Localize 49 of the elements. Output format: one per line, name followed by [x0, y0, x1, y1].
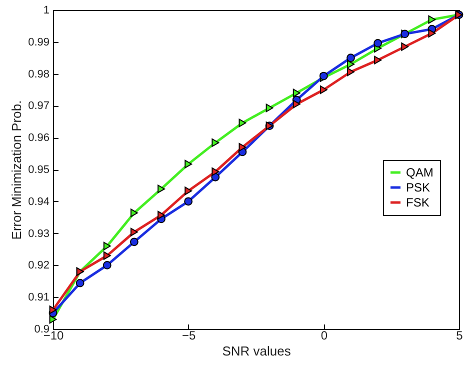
- point: [374, 38, 382, 48]
- point: [346, 54, 355, 62]
- y-tick-label: 0.97: [28, 100, 50, 112]
- point: [428, 29, 436, 38]
- y-tick-label: 0.92: [28, 260, 50, 272]
- y-tick-label: 0.95: [28, 164, 50, 176]
- y-tick-label: 0.96: [28, 132, 50, 144]
- y-axis-title: Error Minimization Prob.: [9, 100, 24, 240]
- point: [266, 104, 274, 112]
- point: [212, 138, 220, 147]
- x-tick-label: 5: [456, 328, 464, 342]
- point: [212, 168, 220, 176]
- x-tick-label: −5: [182, 328, 196, 342]
- point: [184, 197, 193, 206]
- point: [238, 118, 246, 128]
- point: [184, 160, 192, 168]
- y-tick-label: 0.99: [28, 36, 50, 48]
- y-tick-label: 0.9: [34, 324, 50, 336]
- point: [292, 88, 300, 98]
- point: [158, 184, 165, 194]
- point: [158, 210, 165, 220]
- point: [130, 238, 138, 246]
- point: [238, 142, 246, 152]
- y-tick-label: 0.98: [28, 68, 50, 80]
- point: [102, 261, 112, 270]
- point: [374, 56, 382, 64]
- legend-label: FSK: [406, 196, 430, 210]
- x-tick-label: 0: [320, 328, 328, 342]
- point: [49, 306, 57, 314]
- y-tick-label: 0.94: [28, 196, 50, 208]
- point: [401, 42, 409, 51]
- point: [49, 315, 57, 324]
- point: [103, 242, 111, 250]
- point: [347, 68, 354, 76]
- y-tick-label: 0.91: [28, 292, 50, 304]
- x-axis-title: SNR values: [222, 344, 292, 358]
- point: [130, 208, 138, 218]
- point: [320, 86, 328, 94]
- point: [428, 15, 436, 24]
- y-tick-label: 1: [43, 4, 50, 16]
- y-tick-label: 0.93: [28, 228, 50, 240]
- point: [347, 60, 354, 68]
- point: [76, 278, 84, 288]
- point: [292, 100, 300, 108]
- legend-label: PSK: [406, 180, 430, 194]
- legend-label: QAM: [406, 166, 434, 180]
- point: [130, 228, 138, 236]
- point: [103, 251, 111, 260]
- point: [184, 186, 192, 196]
